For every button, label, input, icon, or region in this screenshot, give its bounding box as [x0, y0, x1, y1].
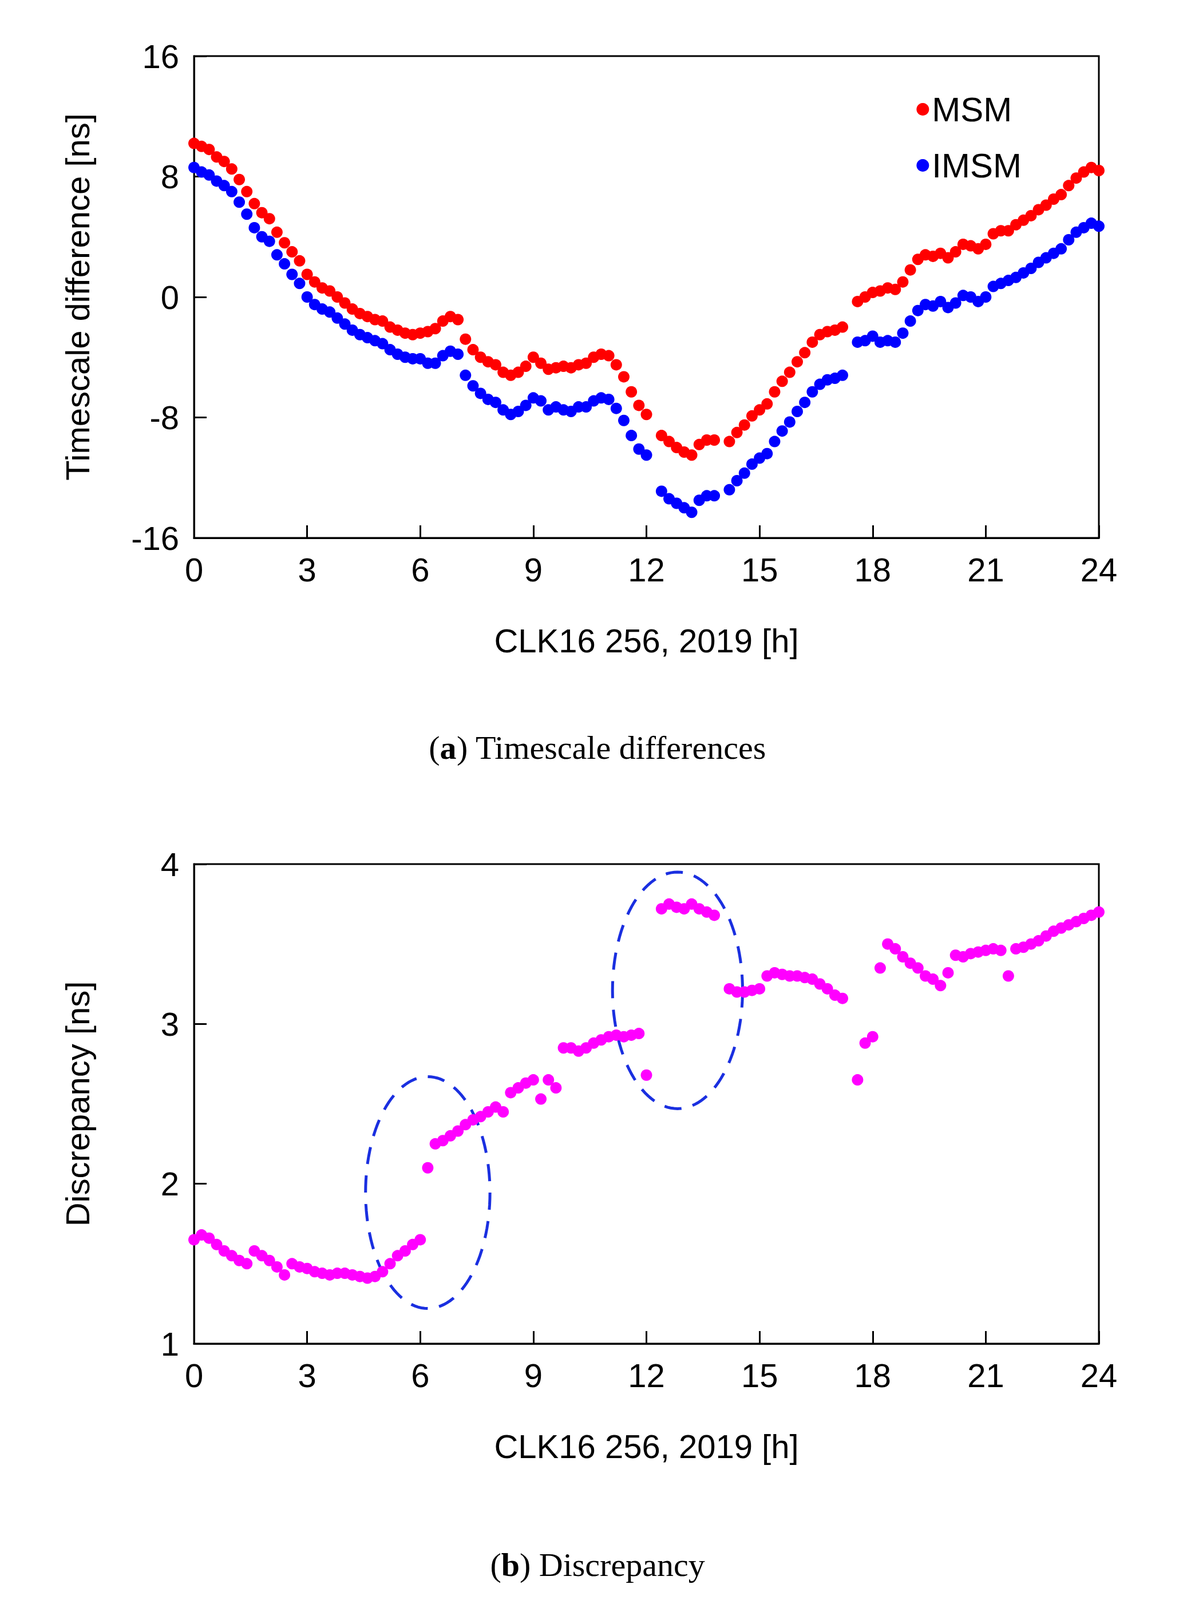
svg-text:MSM: MSM	[931, 90, 1012, 129]
svg-text:18: 18	[853, 551, 892, 589]
svg-text:12: 12	[627, 551, 666, 589]
svg-text:24: 24	[1080, 551, 1118, 589]
svg-text:9: 9	[524, 1356, 543, 1395]
svg-text:8: 8	[160, 157, 180, 196]
svg-text:15: 15	[741, 551, 779, 589]
svg-text:(: (	[428, 729, 440, 767]
svg-text:Discrepancy [ns]: Discrepancy [ns]	[58, 981, 97, 1228]
svg-text:2: 2	[160, 1165, 180, 1203]
svg-text:9: 9	[524, 551, 543, 589]
svg-text:3: 3	[297, 551, 316, 589]
svg-text:0: 0	[160, 278, 180, 316]
svg-text:IMSM: IMSM	[931, 146, 1022, 185]
svg-text:3: 3	[297, 1356, 316, 1395]
svg-text:-16: -16	[131, 519, 180, 557]
svg-text:6: 6	[410, 551, 430, 589]
svg-text:16: 16	[141, 37, 180, 75]
svg-text:CLK16 256, 2019 [h]: CLK16 256, 2019 [h]	[493, 622, 799, 660]
svg-text:21: 21	[967, 551, 1005, 589]
svg-text:24: 24	[1080, 1356, 1118, 1395]
svg-text:0: 0	[184, 551, 204, 589]
svg-text:b: b	[501, 1546, 520, 1584]
svg-text:(: (	[489, 1546, 501, 1584]
svg-text:6: 6	[410, 1356, 430, 1395]
svg-text:) Discrepancy: ) Discrepancy	[519, 1546, 706, 1584]
svg-text:15: 15	[741, 1356, 779, 1395]
svg-text:Timescale difference [ns]: Timescale difference [ns]	[58, 113, 97, 481]
svg-text:4: 4	[160, 845, 180, 884]
svg-text:18: 18	[853, 1356, 892, 1395]
svg-text:12: 12	[627, 1356, 666, 1395]
svg-text:CLK16 256, 2019 [h]: CLK16 256, 2019 [h]	[493, 1427, 799, 1466]
svg-text:a: a	[440, 729, 457, 767]
svg-text:21: 21	[967, 1356, 1005, 1395]
svg-text:1: 1	[160, 1325, 180, 1363]
svg-text:) Timescale differences: ) Timescale differences	[456, 729, 766, 767]
svg-text:3: 3	[160, 1005, 180, 1043]
svg-text:-8: -8	[149, 398, 180, 437]
svg-text:0: 0	[184, 1356, 204, 1395]
